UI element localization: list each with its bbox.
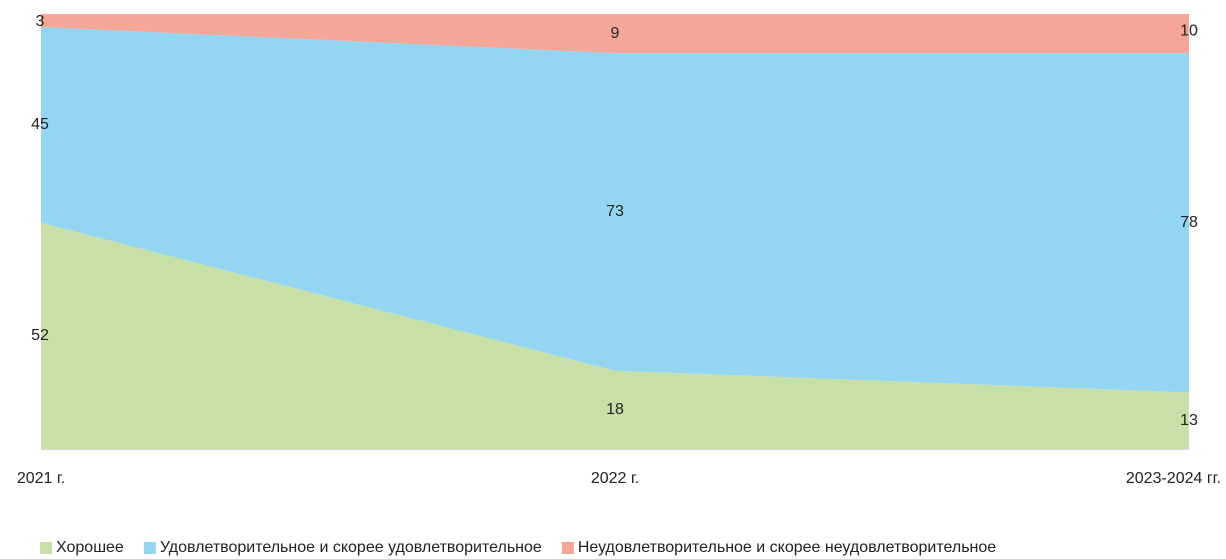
data-label: 18	[606, 401, 624, 418]
legend-swatch	[40, 542, 52, 554]
legend-label: Удовлетворительное и скорее удовлетворит…	[160, 539, 542, 556]
data-label: 10	[1180, 23, 1198, 40]
x-tick-label: 2023-2024 гг.	[1126, 470, 1221, 487]
data-label: 73	[606, 203, 624, 220]
data-label: 13	[1180, 412, 1198, 429]
plot-area	[41, 14, 1189, 449]
area	[41, 14, 1189, 54]
area	[41, 222, 1189, 449]
legend-label: Хорошее	[56, 539, 124, 556]
legend-label: Неудовлетворительное и скорее неудовлетв…	[578, 539, 996, 556]
data-label: 78	[1180, 214, 1198, 231]
legend-swatch	[561, 542, 574, 554]
data-label: 3	[36, 13, 45, 30]
x-tick-label: 2022 г.	[591, 470, 639, 487]
data-label: 9	[611, 25, 620, 42]
area	[41, 27, 1189, 393]
data-label: 45	[31, 116, 49, 133]
x-tick-label: 2021 г.	[17, 470, 65, 487]
legend-swatch	[143, 542, 156, 554]
data-label: 52	[31, 327, 49, 344]
